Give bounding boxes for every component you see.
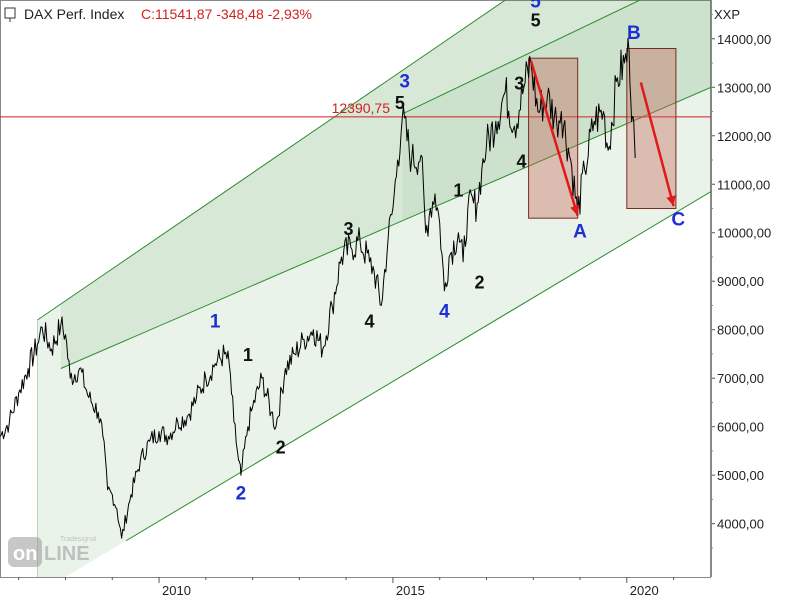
- wave-label-black-5: 5: [531, 11, 541, 31]
- arrow-layer: [529, 60, 676, 217]
- wave-label-layer: 1 2 3 4 5 1 2 3 4 5 1 2 3 4 5 A B C: [210, 0, 686, 504]
- projection-arrowhead-2: [666, 195, 676, 207]
- tradesignal-watermark: on LINE Tradesignal: [8, 536, 97, 567]
- channel-top-band: [402, 0, 711, 221]
- price-layer: [0, 37, 636, 539]
- wave-label-blue-b: B: [627, 23, 641, 44]
- wave-label-black-4: 4: [365, 311, 375, 331]
- y-tick-label: 14000,00: [717, 32, 771, 47]
- watermark-brand: Tradesignal: [60, 536, 97, 543]
- wave-label-black-3: 3: [343, 219, 353, 239]
- chart-header: DAX Perf. Index C:11541,87 -348,48 -2,93…: [4, 6, 740, 22]
- x-tick-label: 2010: [162, 583, 191, 598]
- y-tick-label: 10000,00: [717, 226, 771, 241]
- y-tick-label: 12000,00: [717, 129, 771, 144]
- wave-label-black-2: 2: [474, 273, 484, 293]
- wave-label-black-1: 1: [243, 345, 253, 365]
- channel-line-lower: [126, 191, 711, 542]
- wave-label-black-1: 1: [453, 180, 463, 200]
- wave-label-blue-a: A: [573, 222, 587, 243]
- wave-label-blue-2: 2: [236, 483, 247, 504]
- reference-line-label: 12390,75: [332, 100, 391, 116]
- y-tick-label: 6000,00: [717, 420, 764, 435]
- x-tick-label: 2020: [630, 583, 659, 598]
- y-tick-label: 4000,00: [717, 517, 764, 532]
- wave-label-blue-5: 5: [530, 0, 541, 12]
- channel-line-upper-inner: [402, 0, 642, 115]
- price-quote: C:11541,87 -348,48 -2,93%: [141, 6, 312, 22]
- projection-arrowhead-1: [570, 204, 580, 216]
- y-tick-label: 5000,00: [717, 468, 764, 483]
- y-tick-label: 13000,00: [717, 80, 771, 95]
- watermark-line2: LINE: [44, 543, 90, 565]
- y-tick-label: 9000,00: [717, 274, 764, 289]
- y-tick-label: 11000,00: [717, 177, 770, 192]
- wave-label-blue-1: 1: [210, 311, 221, 332]
- wave-label-black-4: 4: [517, 151, 527, 171]
- channel-line-middle: [60, 86, 711, 369]
- y-tick-label: 8000,00: [717, 323, 764, 338]
- wave-label-black-2: 2: [276, 437, 286, 457]
- channel-line-upper: [37, 0, 507, 321]
- wave-label-black-5: 5: [395, 93, 405, 113]
- watermark-logo-box: [8, 537, 42, 567]
- wave-label-blue-3: 3: [399, 71, 410, 92]
- wave-label-blue-4: 4: [439, 302, 450, 323]
- projection-arrow-1: [529, 60, 579, 217]
- reference-line-layer: 12390,75: [0, 100, 711, 118]
- wave-label-blue-c: C: [671, 209, 685, 230]
- wave-label-black-3: 3: [514, 74, 524, 94]
- watermark-line1: on: [13, 543, 37, 565]
- y-tick-label: 7000,00: [717, 371, 764, 386]
- price-line: [0, 37, 636, 539]
- instrument-title: DAX Perf. Index: [24, 6, 124, 22]
- axis-layer: 4000,00 5000,00 6000,00 7000,00 8000,00 9000,…: [0, 0, 771, 598]
- channel-outer-band: [37, 0, 711, 577]
- x-tick-label: 2015: [396, 583, 425, 598]
- projection-arrow-2: [639, 82, 675, 207]
- currency-label: XXP: [714, 7, 740, 22]
